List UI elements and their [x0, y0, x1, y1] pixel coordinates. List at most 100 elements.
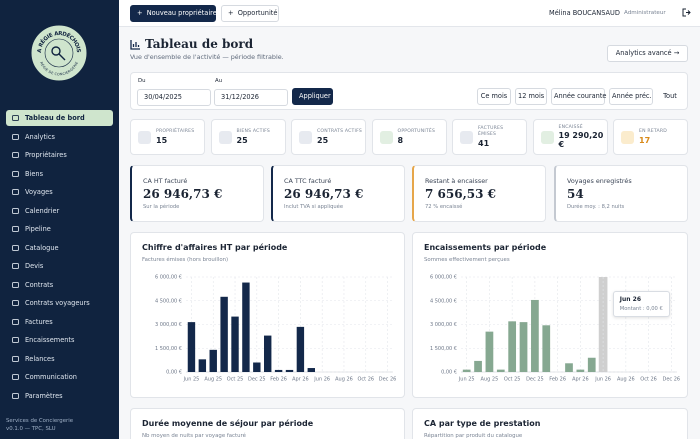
nav-item[interactable]: Tableau de bord — [6, 110, 113, 126]
preset-button[interactable]: Année courante — [551, 88, 607, 105]
button-label: Année courante — [554, 92, 607, 100]
x-tick-label: Apr 26 — [292, 377, 309, 383]
date-value: 30/04/2025 — [144, 93, 183, 101]
stat-card: OPPORTUNITÉS 8 — [371, 119, 447, 155]
button-label: Appliquer — [299, 92, 331, 100]
nav-label: Contrats voyageurs — [25, 299, 90, 307]
y-tick-label: 0,00 € — [166, 370, 182, 376]
nav-item[interactable]: Calendrier — [6, 203, 113, 219]
nav-item[interactable]: Catalogue — [6, 240, 113, 256]
nav-icon — [12, 392, 19, 399]
preset-button[interactable]: 12 mois — [515, 88, 547, 105]
apply-button[interactable]: Appliquer — [292, 88, 333, 105]
stat-text: CONTRATS ACTIFS 25 — [317, 120, 362, 154]
nav-label: Tableau de bord — [25, 114, 85, 122]
button-label: Année préc. — [612, 92, 652, 100]
user-role: Administrateur — [624, 10, 666, 16]
chart-title: Encaissements par période — [424, 243, 547, 252]
new-owner-button[interactable]: + Nouveau propriétaire — [130, 5, 217, 22]
stat-value: 17 — [639, 135, 651, 145]
to-label: Au — [215, 78, 223, 84]
nav-item[interactable]: Contrats — [6, 277, 113, 293]
x-tick-label: Feb 26 — [270, 377, 287, 383]
date-value: 31/12/2026 — [221, 93, 260, 101]
bar — [198, 359, 207, 372]
y-tick-label: 0,00 € — [441, 370, 457, 376]
chart-title: Chiffre d'affaires HT par période — [142, 243, 288, 252]
stat-value: 41 — [478, 138, 490, 148]
preset-button[interactable]: Tout — [657, 88, 683, 105]
nav-label: Paramètres — [25, 391, 63, 400]
to-date-input[interactable]: 31/12/2026 — [214, 89, 288, 106]
opportunity-button[interactable]: + Opportunité — [221, 5, 279, 22]
nav-item[interactable]: Encaissements — [6, 332, 113, 348]
bar — [508, 321, 517, 372]
button-label: Opportunité — [237, 9, 278, 17]
nav-icon — [12, 300, 19, 306]
x-tick-label: Aug 25 — [204, 377, 222, 383]
bar — [576, 369, 585, 372]
x-tick-label: Oct 26 — [640, 377, 657, 383]
nav-icon — [12, 337, 19, 343]
nav-item[interactable]: Voyages — [6, 184, 113, 200]
bar — [231, 316, 239, 372]
kpi-note: Durée moy. : 8,2 nuits — [567, 204, 625, 210]
bar — [474, 360, 482, 372]
card-subtitle: Nb moyen de nuits par voyage facturé — [142, 433, 246, 439]
nav-icon — [12, 207, 19, 214]
analytics-button[interactable]: Analytics avancé → — [607, 45, 688, 62]
bar — [296, 326, 305, 372]
nav-item[interactable]: Factures — [6, 314, 113, 330]
nav-icon — [12, 115, 19, 121]
nav-icon — [12, 318, 19, 325]
x-tick-label: Apr 26 — [572, 377, 589, 383]
x-tick-label: Oct 26 — [357, 377, 374, 383]
nav-item[interactable]: Biens — [6, 166, 113, 182]
from-date-input[interactable]: 30/04/2025 — [137, 89, 211, 106]
preset-button[interactable]: Ce mois — [477, 88, 511, 105]
nav-item[interactable]: Communication — [6, 369, 113, 385]
y-tick-label: 6 000,00 € — [155, 275, 182, 281]
nav-label: Propriétaires — [25, 151, 67, 159]
nav-item[interactable]: Pipeline — [6, 221, 113, 237]
nav-item[interactable]: Paramètres — [6, 388, 113, 404]
user-name: Mélina BOUCANSAUD — [549, 9, 620, 17]
x-tick-label: Oct 25 — [504, 377, 521, 383]
nav-label: Communication — [25, 373, 77, 381]
stat-label: PROPRIÉTAIRES — [156, 129, 195, 135]
page-subtitle: Vue d'ensemble de l'activité — période f… — [130, 53, 284, 61]
x-tick-label: Dec 25 — [526, 377, 544, 383]
stat-text: FACTURES ÉMISES 41 — [478, 120, 523, 154]
stat-label: OPPORTUNITÉS — [397, 129, 436, 135]
chart-subtitle: Factures émises (hors brouillon) — [142, 257, 229, 263]
button-label: 12 mois — [518, 92, 545, 100]
nav-icon — [12, 355, 19, 362]
logout-icon[interactable] — [682, 8, 691, 17]
card-title: CA par type de prestation — [424, 419, 541, 428]
nav-item[interactable]: Relances — [6, 351, 113, 367]
stat-icon — [138, 131, 151, 144]
stat-text: BIENS ACTIFS 25 — [237, 120, 282, 154]
preset-button[interactable]: Année préc. — [609, 88, 653, 105]
nav-item[interactable]: Contrats voyageurs — [6, 295, 113, 311]
nav-label: Pipeline — [25, 225, 51, 233]
nav-icon — [12, 263, 19, 269]
stat-label: CONTRATS ACTIFS — [317, 129, 362, 135]
stat-card: PROPRIÉTAIRES 15 — [130, 119, 205, 155]
chart-plot: 0,00 € 1 500,00 € 3 000,00 € 4 500,00 € 6 00… — [155, 275, 396, 383]
nav-item[interactable]: Propriétaires — [6, 147, 113, 163]
button-label: Tout — [663, 92, 677, 100]
nav-label: Biens — [25, 169, 44, 178]
kpi-value: 7 656,53 € — [425, 187, 496, 201]
nav-icon — [12, 244, 19, 251]
chart-card: Encaissements par période Sommes effectiv… — [412, 232, 688, 398]
nav-item[interactable]: Analytics — [6, 129, 113, 145]
bar — [253, 362, 261, 372]
nav-label: Devis — [25, 262, 44, 270]
nav-label: Contrats — [25, 280, 54, 289]
card-title: Durée moyenne de séjour par période — [142, 419, 314, 428]
stat-value: 19 290,20 € — [558, 131, 604, 150]
nav-item[interactable]: Devis — [6, 258, 113, 274]
x-tick-label: Jun 25 — [458, 377, 475, 383]
stat-icon — [379, 131, 393, 144]
